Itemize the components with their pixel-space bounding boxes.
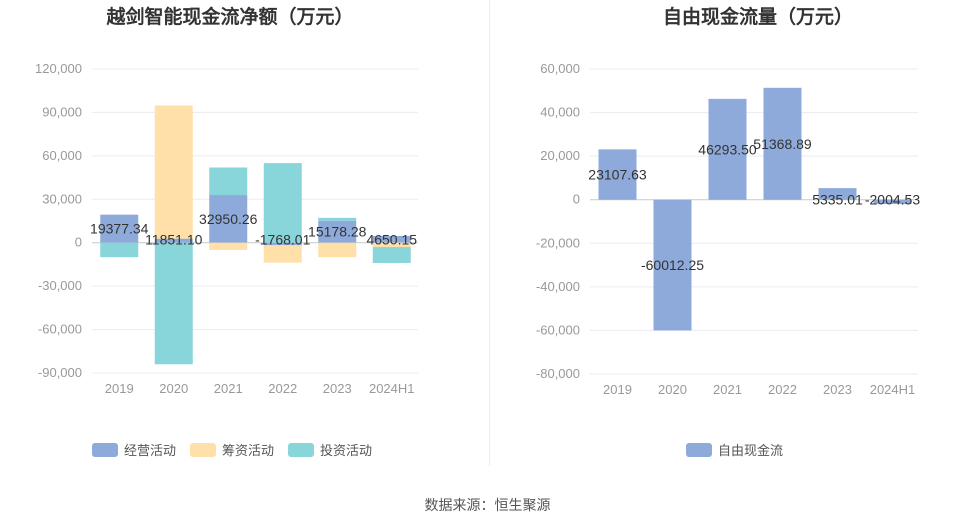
left-chart-legend: 经营活动 筹资活动 投资活动: [92, 440, 386, 459]
bar-筹资活动: [154, 105, 193, 239]
bar-投资活动: [318, 217, 357, 221]
data-label: -1768.01: [255, 232, 310, 248]
left-chart-title: 越剑智能现金流净额（万元）: [106, 7, 354, 28]
x-tick-label: 2022: [768, 382, 797, 397]
y-tick-label: 20,000: [540, 148, 580, 163]
bar-自由现金流: [873, 199, 912, 205]
x-tick-label: 2019: [603, 382, 632, 397]
y-tick-label: -30,000: [38, 278, 82, 293]
legend-swatch: [288, 442, 315, 457]
x-tick-label: 2020: [159, 381, 188, 396]
data-label: 19377.34: [90, 221, 149, 237]
bar-经营活动: [372, 235, 411, 243]
x-tick-label: 2020: [658, 382, 687, 397]
data-label: 15178.28: [308, 224, 367, 240]
y-tick-label: 30,000: [42, 191, 82, 206]
y-tick-label: 60,000: [42, 148, 82, 163]
legend-swatch: [190, 442, 217, 457]
data-source-note: 数据来源：恒生聚源: [424, 497, 551, 513]
y-tick-label: 0: [75, 235, 82, 250]
data-label: -60012.25: [641, 257, 704, 273]
legend-label: 经营活动: [124, 443, 177, 458]
legend-item[interactable]: 经营活动: [92, 440, 176, 459]
bar-经营活动: [209, 195, 248, 243]
bar-筹资活动: [209, 242, 248, 250]
data-label: -2004.53: [865, 192, 920, 208]
x-tick-label: 2023: [823, 382, 852, 397]
legend-swatch: [92, 442, 118, 457]
x-tick-label: 2019: [105, 381, 134, 396]
y-tick-label: 90,000: [42, 104, 82, 119]
right-chart-legend: 自由现金流: [686, 440, 797, 459]
legend-label: 筹资活动: [222, 443, 275, 458]
panel-divider: [489, 0, 490, 466]
right-chart-title: 自由现金流量（万元）: [662, 7, 853, 28]
legend-item[interactable]: 投资活动: [288, 440, 372, 459]
bar-自由现金流: [708, 98, 747, 200]
x-tick-label: 2024H1: [369, 381, 415, 396]
data-label: 23107.63: [588, 167, 647, 183]
y-tick-label: -20,000: [536, 235, 580, 250]
x-tick-label: 2021: [214, 381, 243, 396]
bar-经营活动: [318, 220, 357, 243]
y-tick-label: -40,000: [536, 279, 580, 294]
x-tick-label: 2021: [713, 382, 742, 397]
y-tick-label: -60,000: [38, 322, 82, 337]
x-tick-label: 2022: [268, 381, 297, 396]
bar-经营活动: [100, 214, 139, 243]
bar-自由现金流: [598, 149, 637, 200]
y-tick-label: 0: [573, 192, 580, 207]
x-tick-label: 2024H1: [870, 382, 916, 397]
data-label: 51368.89: [753, 136, 812, 152]
bar-经营活动: [154, 238, 193, 243]
y-tick-label: -90,000: [38, 365, 82, 380]
y-tick-label: 60,000: [540, 61, 580, 76]
y-tick-label: -60,000: [536, 322, 580, 337]
bar-投资活动: [209, 167, 248, 196]
data-label: 11851.10: [145, 232, 203, 248]
legend-item[interactable]: 筹资活动: [190, 440, 274, 459]
bar-投资活动: [154, 242, 193, 365]
x-tick-label: 2023: [323, 381, 352, 396]
data-label: 4650.15: [366, 232, 417, 248]
legend-swatch: [686, 442, 712, 457]
y-tick-label: 40,000: [540, 105, 580, 120]
y-tick-label: 120,000: [35, 61, 82, 76]
data-label: 46293.50: [698, 141, 757, 157]
legend-item[interactable]: 自由现金流: [686, 440, 783, 459]
bar-筹资活动: [318, 242, 357, 258]
bar-投资活动: [372, 247, 411, 263]
data-label: 32950.26: [199, 211, 258, 227]
bar-经营活动: [263, 242, 302, 246]
y-tick-label: -80,000: [536, 366, 580, 381]
bar-投资活动: [263, 163, 302, 243]
bar-投资活动: [100, 242, 139, 258]
bar-筹资活动: [372, 242, 411, 248]
bar-自由现金流: [818, 188, 857, 200]
bar-自由现金流: [653, 199, 692, 331]
legend-label: 投资活动: [320, 443, 373, 458]
bar-筹资活动: [263, 245, 302, 263]
bar-自由现金流: [763, 87, 802, 200]
legend-label: 自由现金流: [718, 443, 784, 458]
data-label: 5335.01: [812, 192, 863, 208]
